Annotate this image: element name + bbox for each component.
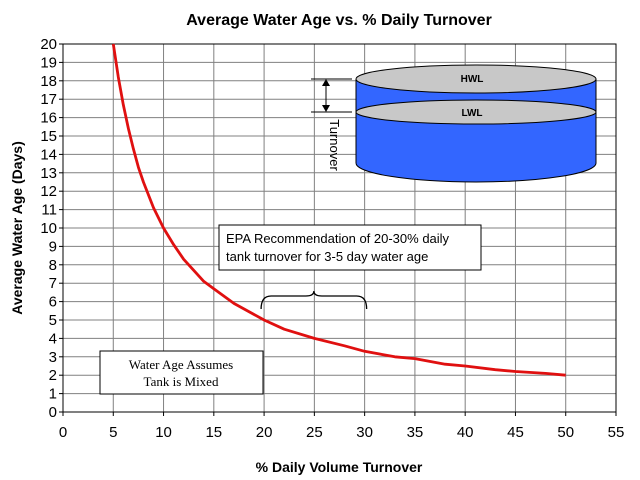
x-tick-label: 15 xyxy=(205,424,222,441)
y-tick-label: 1 xyxy=(49,386,57,403)
y-tick-label: 7 xyxy=(49,275,57,292)
x-tick-label: 45 xyxy=(507,424,524,441)
x-tick-label: 55 xyxy=(608,424,625,441)
mixed-note-line-1: Water Age Assumes xyxy=(129,357,233,372)
y-tick-label: 6 xyxy=(49,294,57,311)
x-tick-label: 30 xyxy=(356,424,373,441)
tank-lwl-surface xyxy=(355,99,597,125)
y-tick-label: 10 xyxy=(40,220,57,237)
x-tick-label: 0 xyxy=(59,424,67,441)
epa-text-line-2: tank turnover for 3-5 day water age xyxy=(226,249,428,264)
y-tick-label: 3 xyxy=(49,349,57,366)
y-tick-label: 15 xyxy=(40,128,57,145)
chart-title: Average Water Age vs. % Daily Turnover xyxy=(186,12,492,29)
y-tick-label: 17 xyxy=(40,91,57,108)
x-tick-label: 40 xyxy=(457,424,474,441)
y-tick-label: 20 xyxy=(40,36,57,53)
mixed-note-box xyxy=(99,350,264,395)
y-tick-label: 5 xyxy=(49,312,57,329)
x-axis-ticks: 0 5 10 15 20 25 30 35 40 45 50 55 xyxy=(59,412,625,441)
y-axis-label: Average Water Age (Days) xyxy=(9,141,25,315)
y-tick-label: 16 xyxy=(40,110,57,127)
x-axis-label: % Daily Volume Turnover xyxy=(256,459,423,475)
epa-annotation: EPA Recommendation of 20-30% daily tank … xyxy=(218,224,482,310)
epa-range-brace xyxy=(260,290,368,310)
tank-diagram: HWL LWL Turnover xyxy=(311,64,597,183)
y-tick-label: 0 xyxy=(49,404,57,421)
tank-lwl-label: LWL xyxy=(461,108,482,119)
x-tick-label: 25 xyxy=(306,424,323,441)
mixed-note: Water Age Assumes Tank is Mixed xyxy=(99,350,264,395)
y-tick-label: 19 xyxy=(40,54,57,71)
series-line-0 xyxy=(111,43,566,377)
epa-box xyxy=(218,224,482,271)
y-tick-label: 12 xyxy=(40,183,57,200)
x-tick-label: 35 xyxy=(407,424,424,441)
tank-hwl-label: HWL xyxy=(461,74,484,85)
y-tick-label: 8 xyxy=(49,257,57,274)
y-tick-label: 2 xyxy=(49,367,57,384)
y-tick-label: 9 xyxy=(49,238,57,255)
y-tick-label: 13 xyxy=(40,165,57,182)
mixed-note-line-2: Tank is Mixed xyxy=(144,374,219,389)
y-tick-label: 18 xyxy=(40,73,57,90)
series-layer xyxy=(111,43,566,377)
y-tick-label: 11 xyxy=(41,202,57,219)
x-tick-label: 50 xyxy=(557,424,574,441)
y-tick-label: 4 xyxy=(49,330,57,347)
y-tick-label: 14 xyxy=(40,146,57,163)
x-tick-label: 10 xyxy=(155,424,172,441)
epa-text-line-1: EPA Recommendation of 20-30% daily xyxy=(226,231,450,246)
x-tick-label: 20 xyxy=(256,424,273,441)
tank-hwl-surface xyxy=(355,64,597,94)
x-tick-label: 5 xyxy=(109,424,117,441)
turnover-label: Turnover xyxy=(327,119,342,171)
